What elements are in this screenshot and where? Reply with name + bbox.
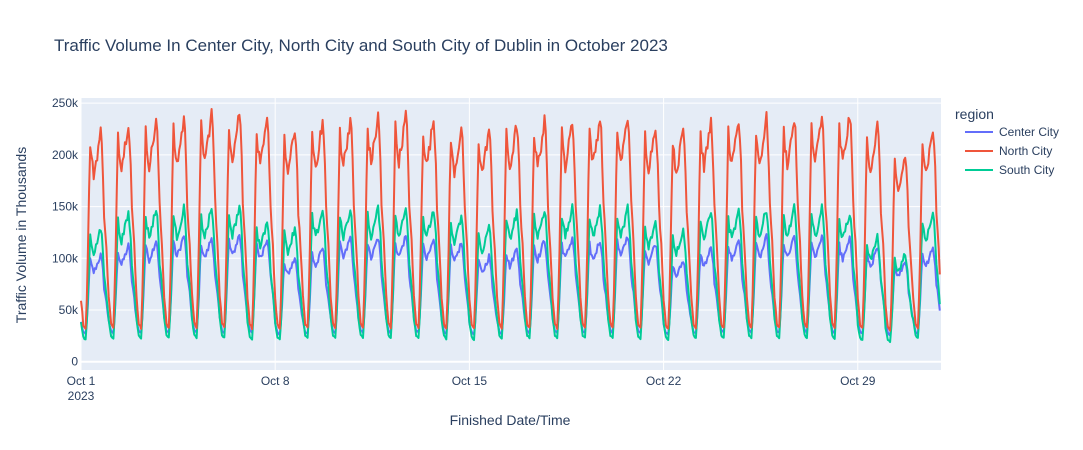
legend-item-label[interactable]: North City [999,144,1052,158]
series-lines [80,108,941,344]
y-axis-ticks: 0 50k 100k 150k 200k 250k [52,96,79,369]
legend-item-label[interactable]: Center City [999,125,1059,139]
x-axis-title: Finished Date/Time [450,412,571,428]
y-axis-title: Traffic Volume in Thousands [13,147,29,323]
x-tick-label: Oct 29 [840,374,876,388]
y-tick-label: 200k [52,148,79,162]
y-tick-label: 150k [52,200,79,214]
y-tick-label: 250k [52,96,79,110]
legend[interactable]: region Center City North City South City [955,106,1059,177]
series-line-south-city [80,203,941,344]
y-tick-label: 0 [71,355,78,369]
legend-title: region [955,106,994,122]
x-tick-label: Oct 15 [452,374,488,388]
legend-item-label[interactable]: South City [999,163,1054,177]
y-tick-label: 50k [59,303,79,317]
series-line-north-city [80,108,941,332]
y-tick-label: 100k [52,251,79,265]
x-tick-label: Oct 22 [646,374,682,388]
chart-title: Traffic Volume In Center City, North Cit… [54,36,668,55]
x-tick-sublabel: 2023 [68,389,95,403]
x-tick-label: Oct 8 [261,374,290,388]
x-tick-label: Oct 1 [67,374,96,388]
